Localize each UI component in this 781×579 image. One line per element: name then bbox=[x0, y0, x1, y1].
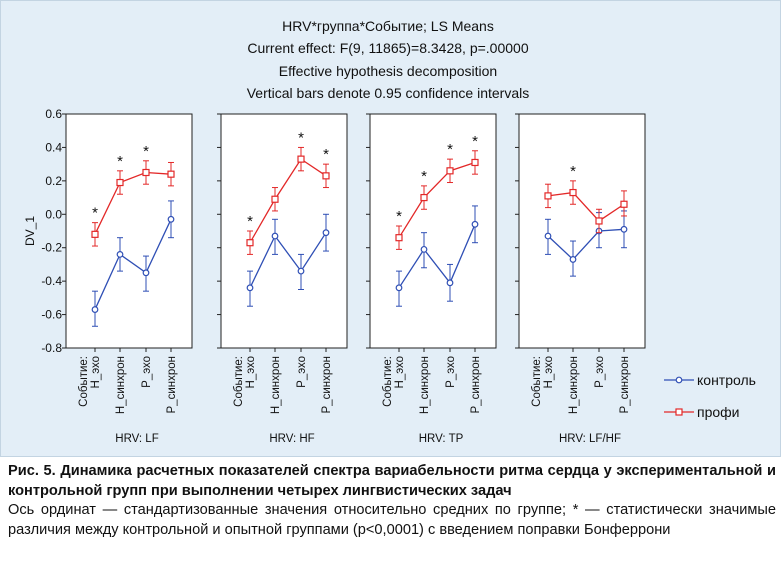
x-tick-label: Р_синхрон bbox=[321, 356, 333, 413]
data-point-profi bbox=[322, 172, 330, 180]
data-point-profi bbox=[167, 170, 175, 178]
data-point-control bbox=[395, 284, 403, 292]
chart-title-line-0: HRV*группа*Событие; LS Means bbox=[282, 18, 494, 34]
chart-canvas: HRV*группа*Событие; LS Means Current effe… bbox=[23, 18, 756, 445]
x-tick-label: Р_синхрон bbox=[470, 356, 482, 413]
significance-asterisk: * bbox=[143, 143, 149, 160]
series-line-control bbox=[94, 219, 172, 310]
y-tick-label: 0.2 bbox=[45, 174, 62, 188]
chart-title-line-3: Vertical bars denote 0.95 confidence int… bbox=[247, 85, 530, 101]
data-point-profi bbox=[595, 217, 603, 225]
data-point-profi bbox=[142, 168, 150, 177]
data-point-profi bbox=[420, 193, 428, 202]
data-point-control bbox=[322, 229, 330, 237]
data-point-profi bbox=[620, 200, 628, 208]
data-point-profi bbox=[246, 239, 254, 247]
significance-asterisk: * bbox=[323, 146, 329, 163]
panel-label: HRV: LF/HF bbox=[559, 433, 621, 445]
x-tick-label: Н_синхрон bbox=[568, 356, 580, 414]
x-axis-name: Событие: bbox=[531, 356, 543, 407]
data-point-control bbox=[620, 225, 628, 233]
y-tick-label: -0.2 bbox=[41, 241, 62, 255]
x-tick-label: Н_синхрон bbox=[419, 356, 431, 414]
data-point-control bbox=[569, 256, 577, 263]
caption-title: Рис. 5. Динамика расчетных показателей с… bbox=[8, 463, 776, 499]
data-point-profi bbox=[116, 178, 124, 187]
series-line-control bbox=[398, 224, 476, 289]
legend-label: контроль bbox=[697, 372, 756, 388]
series-line-profi bbox=[249, 158, 327, 244]
data-point-control bbox=[297, 267, 305, 275]
legend-marker bbox=[675, 408, 683, 416]
data-point-profi bbox=[297, 155, 305, 163]
y-tick-label: -0.8 bbox=[41, 341, 62, 355]
significance-asterisk: * bbox=[421, 168, 427, 185]
series-line-profi bbox=[94, 171, 172, 235]
x-tick-label: Р_синхрон bbox=[166, 356, 178, 413]
data-point-control bbox=[246, 284, 254, 292]
x-axis-name: Событие: bbox=[233, 356, 245, 407]
data-point-control bbox=[420, 245, 428, 253]
significance-asterisk: * bbox=[570, 163, 576, 180]
data-point-profi bbox=[271, 195, 279, 203]
data-point-profi bbox=[544, 192, 552, 200]
panel-label: HRV: LF bbox=[115, 433, 158, 445]
y-tick-label: 0.4 bbox=[45, 140, 62, 154]
data-point-control bbox=[544, 232, 552, 240]
significance-asterisk: * bbox=[396, 208, 402, 225]
data-point-control bbox=[446, 279, 454, 287]
figure-caption: Рис. 5. Динамика расчетных показателей с… bbox=[8, 462, 776, 540]
data-point-control bbox=[471, 220, 479, 228]
data-point-profi bbox=[395, 234, 403, 242]
x-tick-label: Р_эхо bbox=[594, 356, 606, 388]
significance-asterisk: * bbox=[447, 141, 453, 158]
significance-asterisk: * bbox=[472, 133, 478, 150]
x-tick-label: Н_эхо bbox=[394, 356, 406, 388]
x-tick-label: Р_эхо bbox=[296, 356, 308, 388]
data-point-control bbox=[271, 232, 279, 240]
significance-asterisk: * bbox=[117, 153, 123, 170]
series-line-profi bbox=[398, 161, 476, 239]
legend-label: профи bbox=[697, 404, 740, 420]
chart-title-line-2: Effective hypothesis decomposition bbox=[279, 63, 497, 79]
data-point-control bbox=[142, 269, 150, 277]
legend-marker bbox=[675, 376, 683, 384]
y-tick-label: -0.6 bbox=[41, 308, 62, 322]
series-line-control bbox=[249, 232, 327, 289]
x-tick-label: Н_эхо bbox=[245, 356, 257, 388]
series-line-profi bbox=[547, 191, 625, 222]
significance-asterisk: * bbox=[298, 129, 304, 146]
chart-title-line-1: Current effect: F(9, 11865)=8.3428, p=.0… bbox=[247, 40, 528, 56]
x-tick-label: Н_эхо bbox=[90, 356, 102, 388]
data-point-profi bbox=[91, 230, 99, 238]
data-point-profi bbox=[471, 158, 479, 167]
y-tick-label: 0.0 bbox=[45, 207, 62, 221]
data-point-control bbox=[116, 250, 124, 258]
significance-asterisk: * bbox=[92, 205, 98, 222]
series-line-control bbox=[547, 228, 625, 261]
panel-label: HRV: HF bbox=[269, 433, 314, 445]
x-axis-name: Событие: bbox=[382, 356, 394, 407]
x-tick-label: Н_эхо bbox=[543, 356, 555, 388]
x-tick-label: Р_синхрон bbox=[619, 356, 631, 413]
data-point-profi bbox=[569, 188, 577, 197]
y-tick-label: 0.6 bbox=[45, 107, 62, 121]
x-axis-name: Событие: bbox=[78, 356, 90, 407]
x-tick-label: Н_синхрон bbox=[270, 356, 282, 414]
data-point-profi bbox=[446, 167, 454, 175]
y-axis-label: DV_1 bbox=[23, 216, 37, 246]
y-tick-label: -0.4 bbox=[41, 274, 62, 288]
x-tick-label: Н_синхрон bbox=[115, 356, 127, 414]
significance-asterisk: * bbox=[247, 213, 253, 230]
panel-frame bbox=[65, 113, 193, 349]
x-tick-label: Р_эхо bbox=[141, 356, 153, 388]
x-tick-label: Р_эхо bbox=[445, 356, 457, 388]
caption-body: Ось ординат — стандартизованные значения… bbox=[8, 502, 776, 538]
data-point-control bbox=[167, 215, 175, 223]
panel-label: HRV: TP bbox=[419, 433, 464, 445]
data-point-control bbox=[91, 306, 99, 313]
